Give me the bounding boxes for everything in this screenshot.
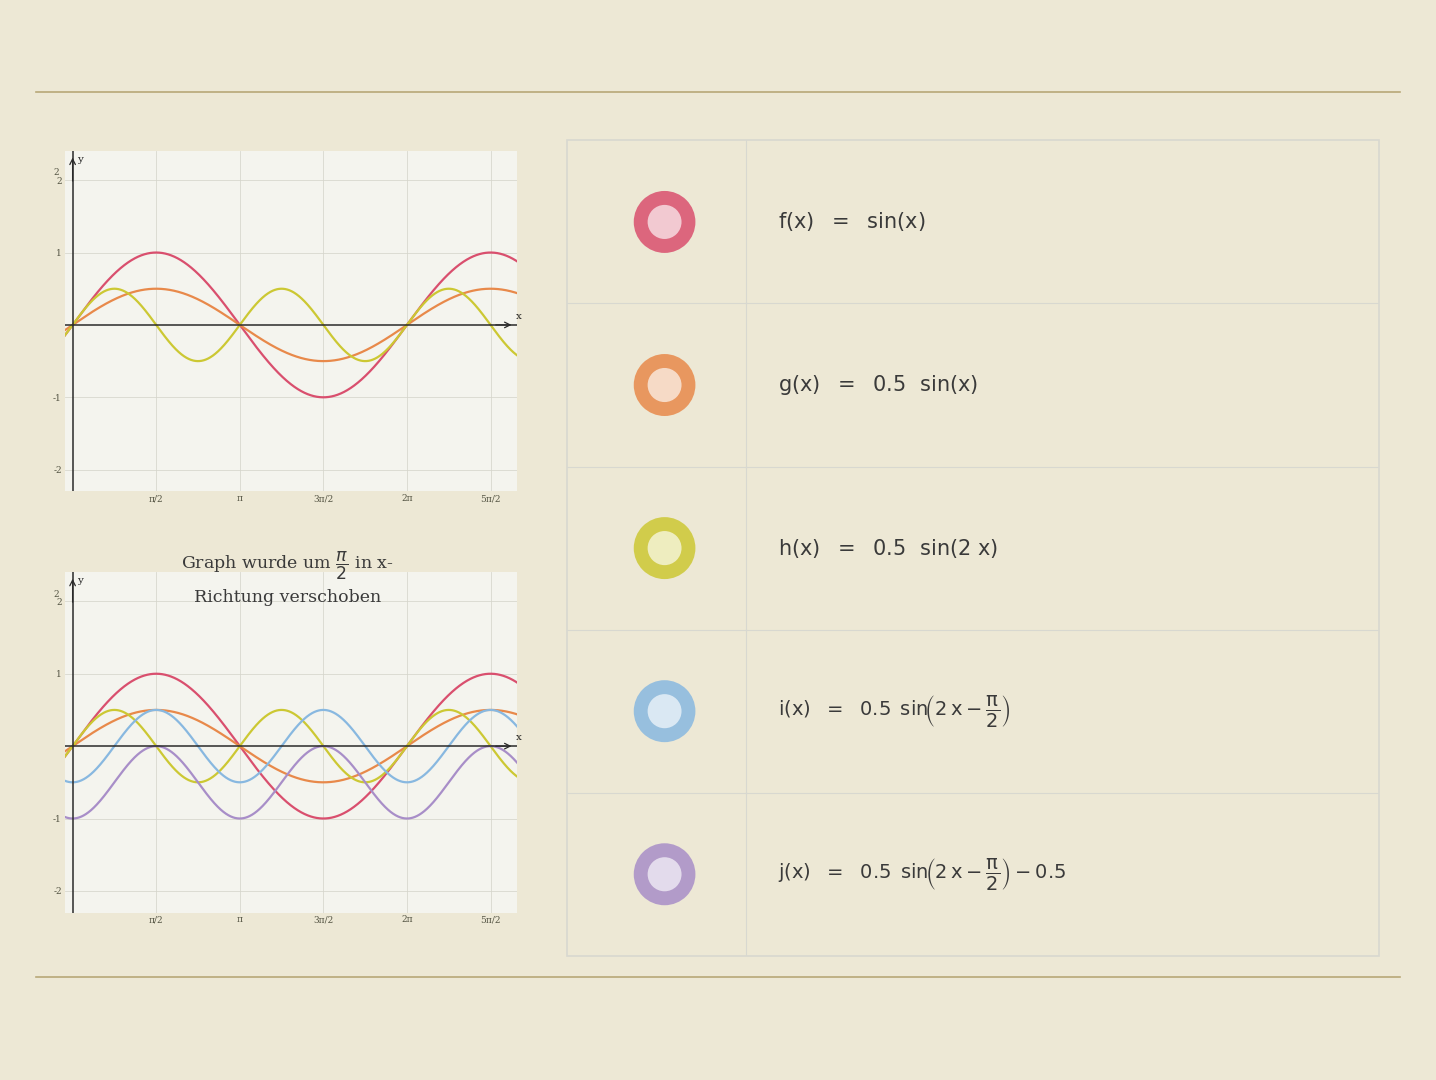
Text: x: x — [516, 732, 521, 742]
Text: Graph wurde um $\dfrac{\pi}{2}$ in x-
Richtung verschoben: Graph wurde um $\dfrac{\pi}{2}$ in x- Ri… — [181, 550, 393, 606]
Circle shape — [648, 205, 682, 239]
Text: $\mathrm{i(x)\ \ =\ \ 0.5\ \,sin\!\left(2\,x - \dfrac{\pi}{2}\right)}$: $\mathrm{i(x)\ \ =\ \ 0.5\ \,sin\!\left(… — [778, 693, 1011, 729]
Text: 2: 2 — [53, 590, 59, 598]
Circle shape — [633, 680, 695, 742]
Text: x: x — [516, 311, 521, 321]
Circle shape — [633, 354, 695, 416]
Text: y: y — [78, 576, 83, 585]
Text: $\mathregular{g(x)\ \ =\ \ 0.5\ \ sin(x)}$: $\mathregular{g(x)\ \ =\ \ 0.5\ \ sin(x)… — [778, 373, 978, 397]
Circle shape — [633, 843, 695, 905]
Circle shape — [633, 517, 695, 579]
Text: $\mathregular{h(x)\ \ =\ \ 0.5\ \ sin(2\ x)}$: $\mathregular{h(x)\ \ =\ \ 0.5\ \ sin(2\… — [778, 537, 998, 559]
Text: $\mathregular{f(x)\ \ =\ \ sin(x)}$: $\mathregular{f(x)\ \ =\ \ sin(x)}$ — [778, 211, 926, 233]
Circle shape — [648, 368, 682, 402]
Text: y: y — [78, 154, 83, 164]
Circle shape — [633, 191, 695, 253]
Circle shape — [648, 531, 682, 565]
Text: 2: 2 — [53, 168, 59, 177]
Text: $\mathrm{j(x)\ \ =\ \ 0.5\ \,sin\!\left(2\,x - \dfrac{\pi}{2}\right) - 0.5}$: $\mathrm{j(x)\ \ =\ \ 0.5\ \,sin\!\left(… — [778, 856, 1067, 892]
Circle shape — [648, 694, 682, 728]
Circle shape — [648, 858, 682, 891]
